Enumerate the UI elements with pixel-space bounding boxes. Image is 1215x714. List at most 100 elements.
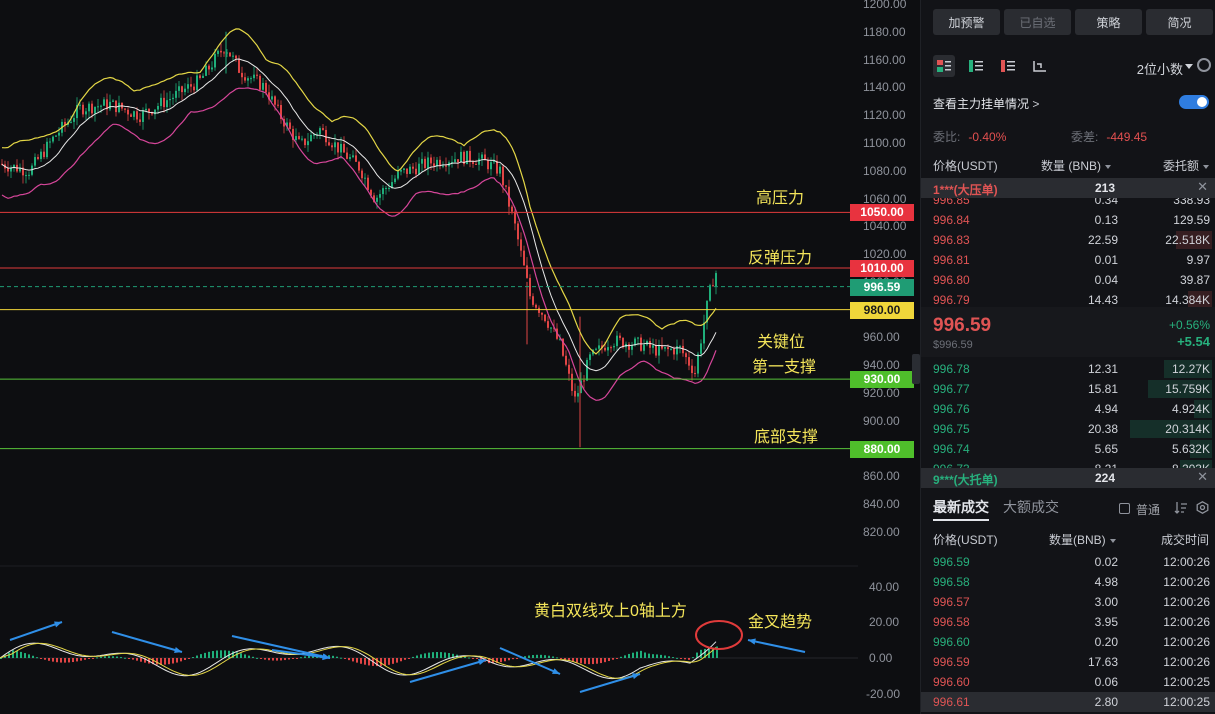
osc-histogram-bar <box>236 652 238 658</box>
osc-histogram-bar <box>16 650 18 658</box>
candle-body <box>346 152 348 159</box>
osc-histogram-bar <box>328 655 330 658</box>
close-icon[interactable]: ✕ <box>1197 179 1208 194</box>
bid-row[interactable]: 996.75 20.38 20.314K <box>921 419 1215 439</box>
gear-icon[interactable] <box>1197 58 1211 72</box>
osc-histogram-bar <box>256 657 258 659</box>
chevron-down-icon[interactable] <box>1185 64 1193 69</box>
trade-col-qty[interactable]: 数量(BNB) <box>1049 531 1116 548</box>
top-button-0[interactable]: 加预警 <box>933 9 1000 35</box>
depth-bar <box>1190 440 1212 458</box>
trade-row[interactable]: 996.59 0.02 12:00:26 <box>921 552 1215 572</box>
candle-body <box>487 160 489 170</box>
osc-histogram-bar <box>384 658 386 666</box>
top-button-1[interactable]: 已自选 <box>1004 9 1071 35</box>
candle-body <box>478 158 480 165</box>
osc-histogram-bar <box>100 656 102 658</box>
level-note: 高压力 <box>756 190 805 208</box>
candle-body <box>505 185 507 187</box>
settings-hex-icon[interactable] <box>1196 501 1209 514</box>
col-amt-header[interactable]: 委托额 <box>1163 157 1209 174</box>
annotation-arrow <box>747 639 806 653</box>
col-qty-header[interactable]: 数量 (BNB) <box>1041 157 1112 174</box>
decimals-select[interactable]: 2位小数 <box>1136 62 1183 77</box>
candle-body <box>217 50 219 54</box>
candle-body <box>175 90 177 98</box>
annotation-arrow <box>9 621 63 641</box>
candle-body <box>145 108 147 111</box>
candle-body <box>241 72 243 78</box>
trade-row[interactable]: 996.60 0.06 12:00:25 <box>921 672 1215 692</box>
trade-row[interactable]: 996.58 3.95 12:00:26 <box>921 612 1215 632</box>
tab-latest-trades[interactable]: 最新成交 <box>933 499 989 515</box>
osc-histogram-bar <box>196 655 198 658</box>
candle-body <box>280 105 282 119</box>
big-ask-order[interactable]: 1***(大压单) 213 ✕ <box>921 178 1215 198</box>
annotation-arrowhead <box>748 638 756 645</box>
candle-body <box>379 194 381 198</box>
ask-qty: 22.59 <box>1087 233 1118 247</box>
top-button-3[interactable]: 简况 <box>1146 9 1213 35</box>
osc-histogram-bar <box>144 658 146 663</box>
osc-histogram-bar <box>680 658 682 659</box>
filter-icon[interactable] <box>1174 501 1188 514</box>
ask-row[interactable]: 996.80 0.04 39.87 <box>921 270 1215 290</box>
candle-body <box>40 151 42 159</box>
trade-row[interactable]: 996.58 4.98 12:00:26 <box>921 572 1215 592</box>
trade-row[interactable]: 996.57 3.00 12:00:26 <box>921 592 1215 612</box>
osc-histogram-bar <box>548 655 550 658</box>
kline-chart[interactable]: 1200.00 1180.00 1160.00 1140.00 1120.00 1100.… <box>0 0 920 714</box>
candle-body <box>427 157 429 169</box>
candle-body <box>265 82 267 93</box>
view-asks-icon[interactable] <box>997 55 1019 77</box>
candle-body <box>436 159 438 167</box>
annotation-arrowhead <box>478 659 486 666</box>
osc-histogram-bar <box>208 651 210 658</box>
mainforce-link[interactable]: 查看主力挂单情况 > <box>933 95 1039 112</box>
candlestick-canvas[interactable] <box>0 0 920 714</box>
osc-histogram-bar <box>404 658 406 660</box>
view-both-icon[interactable] <box>933 55 955 77</box>
trade-row[interactable]: 996.59 17.63 12:00:26 <box>921 652 1215 672</box>
osc-histogram-bar <box>528 655 530 658</box>
view-depth-icon[interactable] <box>1029 55 1051 77</box>
tab-large-trades[interactable]: 大额成交 <box>1003 499 1059 515</box>
bid-row[interactable]: 996.76 4.94 4.924K <box>921 399 1215 419</box>
ask-price: 996.81 <box>933 253 970 267</box>
bid-row[interactable]: 996.74 5.65 5.632K <box>921 439 1215 459</box>
bid-amount: 15.759K <box>1165 382 1210 396</box>
candle-body <box>184 88 186 93</box>
trade-time: 12:00:26 <box>1163 595 1210 609</box>
ask-row[interactable]: 996.84 0.13 129.59 <box>921 210 1215 230</box>
osc-histogram-bar <box>576 658 578 663</box>
osc-histogram-bar <box>44 658 46 660</box>
trade-price: 996.61 <box>933 695 970 709</box>
candle-body <box>502 166 504 186</box>
top-button-2[interactable]: 策略 <box>1075 9 1142 35</box>
trade-row[interactable]: 996.61 2.80 12:00:25 <box>921 692 1215 712</box>
bid-row[interactable]: 996.78 12.31 12.27K <box>921 359 1215 379</box>
candle-body <box>655 345 657 356</box>
last-price-block: 996.59 $996.59 +0.56% +5.54 <box>921 307 1215 357</box>
annotation-arrowhead <box>632 673 640 680</box>
osc-histogram-bar <box>644 652 646 658</box>
bid-row[interactable]: 996.77 15.81 15.759K <box>921 379 1215 399</box>
ask-row[interactable]: 996.81 0.01 9.97 <box>921 250 1215 270</box>
view-bids-icon[interactable] <box>965 55 987 77</box>
osc-histogram-bar <box>68 658 70 663</box>
osc-histogram-bar <box>352 658 354 662</box>
osc-histogram-bar <box>624 655 626 658</box>
big-bid-order[interactable]: 9***(大托单) 224 ✕ <box>921 468 1215 488</box>
osc-histogram-bar <box>664 655 666 658</box>
panel-resize-handle[interactable] <box>912 354 920 384</box>
candle-body <box>328 142 330 146</box>
mainforce-toggle[interactable] <box>1179 95 1209 109</box>
candle-body <box>334 142 336 148</box>
ask-row[interactable]: 996.79 14.43 14.384K <box>921 290 1215 310</box>
close-icon[interactable]: ✕ <box>1197 469 1208 484</box>
candle-body <box>709 285 711 301</box>
osc-histogram-bar <box>24 653 26 658</box>
trade-row[interactable]: 996.60 0.20 12:00:26 <box>921 632 1215 652</box>
ask-row[interactable]: 996.83 22.59 22.518K <box>921 230 1215 250</box>
normal-checkbox[interactable] <box>1119 503 1130 514</box>
